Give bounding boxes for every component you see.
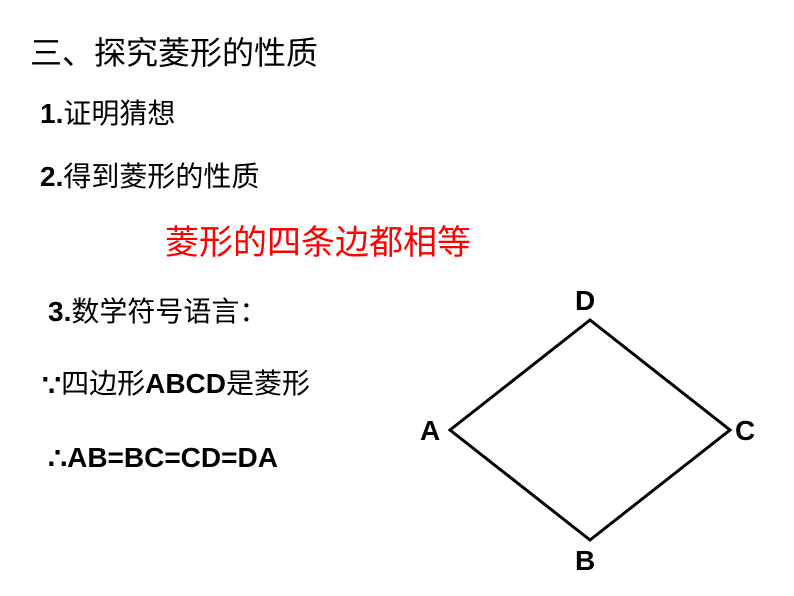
rhombus-svg xyxy=(420,290,770,580)
therefore-line: ∴AB=BC=CD=DA xyxy=(48,442,278,477)
item-2-text: 得到菱形的性质 xyxy=(63,162,259,193)
therefore-text: AB=BC=CD=DA xyxy=(67,442,278,473)
item-1-num: 1. xyxy=(40,98,63,129)
because-symbol: ∵ xyxy=(42,370,61,403)
item-3: 3.数学符号语言： xyxy=(48,290,267,330)
because-line: ∵四边形ABCD是菱形 xyxy=(42,362,310,404)
vertex-label-a: A xyxy=(420,415,440,447)
item-2-num: 2. xyxy=(40,161,63,192)
because-text-1: 四边形 xyxy=(61,369,145,400)
vertex-label-c: C xyxy=(735,415,755,447)
item-3-text: 数学符号语言： xyxy=(71,297,267,328)
because-text-2: 是菱形 xyxy=(226,369,310,400)
rhombus-diagram: A B C D xyxy=(420,290,770,580)
vertex-label-b: B xyxy=(575,545,595,577)
item-3-num: 3. xyxy=(48,296,71,327)
because-abcd: ABCD xyxy=(145,368,226,399)
rhombus-shape xyxy=(450,320,730,540)
therefore-symbol: ∴ xyxy=(48,443,67,476)
section-title: 三、探究菱形的性质 xyxy=(30,28,318,74)
item-2: 2.得到菱形的性质 xyxy=(40,155,259,195)
item-1-text: 证明猜想 xyxy=(63,99,175,130)
property-statement: 菱形的四条边都相等 xyxy=(165,215,471,264)
vertex-label-d: D xyxy=(575,285,595,317)
item-1: 1.证明猜想 xyxy=(40,92,175,132)
